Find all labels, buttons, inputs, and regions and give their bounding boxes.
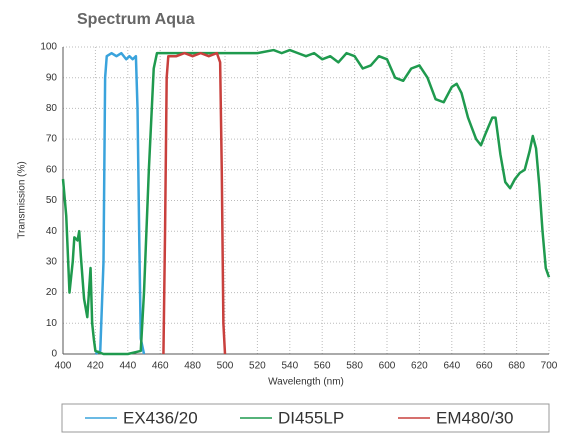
y-tick-label: 100 [40,42,57,53]
y-tick-label: 30 [46,257,58,268]
y-tick-label: 20 [46,287,58,298]
series-line [94,51,146,356]
legend-box [61,403,550,433]
y-tick-label: 60 [46,164,58,175]
series-line [61,48,551,356]
x-tick-label: 520 [249,361,266,372]
legend-label: EX436/20 [123,408,198,427]
x-tick-label: 420 [87,361,104,372]
legend-label: EM480/30 [436,408,514,427]
chart-title: Spectrum Aqua [77,11,195,28]
y-tick-label: 40 [46,226,58,237]
y-tick-label: 90 [46,72,58,83]
x-tick-label: 480 [184,361,201,372]
y-axis-label: Transmission (%) [17,161,28,238]
x-tick-label: 460 [152,361,169,372]
x-tick-label: 660 [476,361,493,372]
y-tick-label: 70 [46,134,58,145]
y-tick-label: 50 [46,195,58,206]
x-tick-label: 400 [55,361,72,372]
y-tick-label: 10 [46,318,58,329]
x-tick-label: 680 [508,361,525,372]
x-tick-label: 640 [443,361,460,372]
x-tick-label: 500 [217,361,234,372]
x-tick-label: 600 [379,361,396,372]
x-tick-label: 620 [411,361,428,372]
x-tick-label: 540 [281,361,298,372]
x-tick-label: 560 [314,361,331,372]
x-tick-label: 580 [346,361,363,372]
y-tick-label: 0 [51,349,57,360]
legend-label: DI455LP [278,408,344,427]
y-tick-label: 80 [46,103,58,114]
series-line [162,51,227,355]
x-axis-label: Wavelength (nm) [268,377,344,388]
x-tick-label: 700 [541,361,558,372]
x-tick-label: 440 [119,361,136,372]
